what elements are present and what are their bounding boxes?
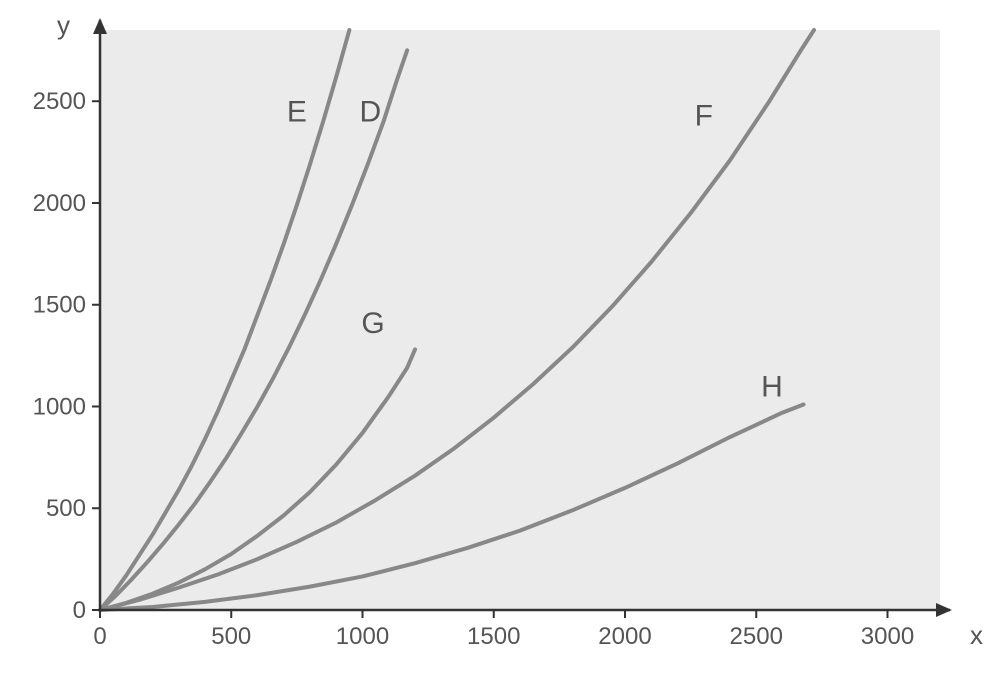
plot-background xyxy=(100,30,940,610)
curve-chart: E D F G H 0 500 1000 1500 2000 2500 3000 0 500 1000 150… xyxy=(0,0,1000,680)
curve-label-D: D xyxy=(360,96,382,129)
x-tick-label: 2000 xyxy=(598,623,651,650)
curve-label-F: F xyxy=(695,100,713,133)
x-axis-arrow-icon xyxy=(936,603,952,617)
y-tick-label: 1000 xyxy=(33,393,86,420)
y-tick-label: 500 xyxy=(46,495,86,522)
chart-container: E D F G H 0 500 1000 1500 2000 2500 3000 0 500 1000 150… xyxy=(0,0,1000,680)
y-tick-label: 2500 xyxy=(33,88,86,115)
x-tick-label: 1000 xyxy=(336,623,389,650)
y-axis-arrow-icon xyxy=(93,18,107,34)
y-tick-label: 1500 xyxy=(33,292,86,319)
x-axis-label: x xyxy=(970,620,983,650)
x-tick-label: 2500 xyxy=(730,623,783,650)
y-tick-label: 2000 xyxy=(33,190,86,217)
y-axis-label: y xyxy=(57,10,70,40)
x-tick-label: 0 xyxy=(93,623,106,650)
x-tick-label: 500 xyxy=(211,623,251,650)
curve-label-G: G xyxy=(361,307,384,340)
curve-label-E: E xyxy=(287,96,307,129)
x-tick-label: 3000 xyxy=(861,623,914,650)
y-tick-label: 0 xyxy=(73,597,86,624)
curve-label-H: H xyxy=(761,370,783,403)
x-tick-label: 1500 xyxy=(467,623,520,650)
